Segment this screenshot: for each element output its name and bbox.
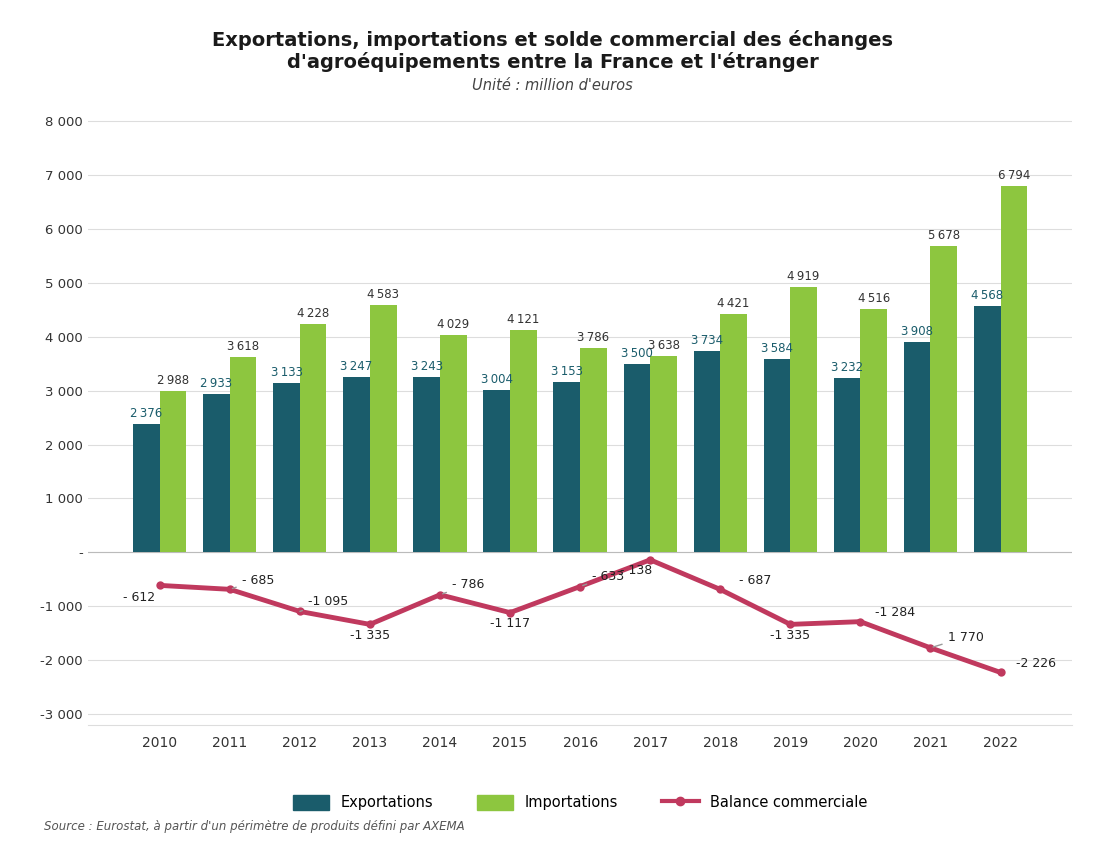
Bar [344,378,370,552]
Text: - 612: - 612 [123,591,155,604]
Bar [861,309,887,552]
Text: 2 376: 2 376 [130,407,162,420]
Text: 3 638: 3 638 [648,339,680,352]
Text: 3 153: 3 153 [550,365,582,379]
Bar [834,378,861,552]
Bar [904,341,930,552]
Text: 4 421: 4 421 [717,297,750,310]
Text: Source : Eurostat, à partir d'un périmètre de produits défini par AXEMA: Source : Eurostat, à partir d'un périmèt… [44,820,465,833]
Text: - 138: - 138 [620,564,652,577]
Text: 4 919: 4 919 [788,270,820,283]
Bar [650,356,677,552]
Text: 4 568: 4 568 [971,289,1003,302]
Text: - 687: - 687 [739,574,771,587]
Text: 3 133: 3 133 [271,367,303,379]
Text: 4 583: 4 583 [367,288,399,301]
Bar [511,330,537,552]
Legend: Exportations, Importations, Balance commerciale: Exportations, Importations, Balance comm… [293,795,867,810]
Text: 3 908: 3 908 [902,325,933,337]
Bar [580,348,607,552]
Text: -1 335: -1 335 [770,629,810,642]
Text: Exportations, importations et solde commercial des échanges: Exportations, importations et solde comm… [212,30,893,50]
Text: 3 500: 3 500 [621,346,653,360]
Bar [370,305,397,552]
Text: -2 226: -2 226 [1015,658,1055,670]
Bar [483,390,511,552]
Text: 3 232: 3 232 [831,361,863,374]
Text: 4 029: 4 029 [438,318,470,331]
Text: 2 988: 2 988 [157,374,189,387]
Text: 3 584: 3 584 [761,342,793,355]
Text: - 685: - 685 [232,573,274,588]
Bar [230,357,256,552]
Bar [554,383,580,552]
Bar [273,384,299,552]
Bar [720,314,747,552]
Bar [790,287,817,552]
Text: 6 794: 6 794 [998,169,1030,182]
Text: Unité : million d'euros: Unité : million d'euros [472,78,633,93]
Text: 3 618: 3 618 [227,341,260,353]
Bar [203,395,230,552]
Text: 4 228: 4 228 [297,308,329,320]
Text: - 786: - 786 [443,578,484,593]
Bar [974,306,1000,552]
Text: 3 734: 3 734 [691,334,723,347]
Text: 1 770: 1 770 [933,631,983,647]
Text: -1 095: -1 095 [299,595,348,611]
Bar [1000,186,1028,552]
Text: 3 786: 3 786 [578,331,610,344]
Text: d'agroéquipements entre la France et l'étranger: d'agroéquipements entre la France et l'é… [286,52,819,72]
Text: -1 335: -1 335 [350,629,390,642]
Bar [413,378,440,552]
Text: -1 117: -1 117 [490,617,530,630]
Text: 3 243: 3 243 [411,361,443,373]
Bar [694,351,720,552]
Bar [930,246,957,552]
Text: 3 004: 3 004 [481,373,513,386]
Bar [299,325,326,552]
Text: 3 247: 3 247 [340,360,372,373]
Bar [160,391,187,552]
Bar [764,359,790,552]
Text: 4 516: 4 516 [857,292,890,305]
Text: 2 933: 2 933 [200,377,232,390]
Text: -1 284: -1 284 [875,606,915,619]
Bar [623,363,650,552]
Bar [440,335,466,552]
Text: 4 121: 4 121 [507,313,539,326]
Text: - 633: - 633 [582,570,624,586]
Text: 5 678: 5 678 [928,229,960,242]
Bar [133,424,160,552]
